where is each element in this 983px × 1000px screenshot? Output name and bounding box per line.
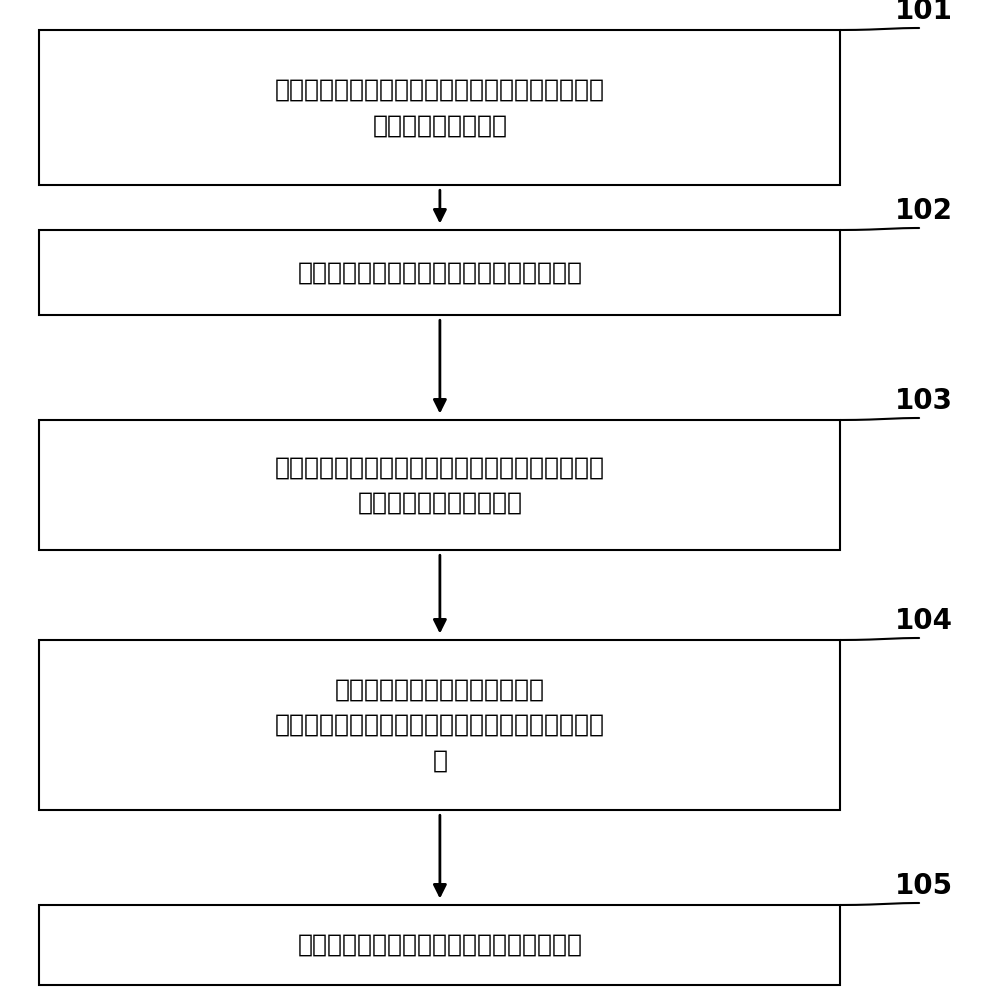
Text: 根据最佳阻尼器参数设置车辆应力带桥系统: 根据最佳阻尼器参数设置车辆应力带桥系统: [298, 933, 582, 957]
Bar: [39, 640, 840, 810]
Bar: [39, 30, 840, 185]
Text: 103: 103: [895, 387, 954, 415]
Text: 105: 105: [895, 872, 954, 900]
Bar: [39, 420, 840, 550]
Text: 104: 104: [895, 607, 954, 635]
Text: 针对车辆应力带桥系统，分别求解不受控状态和受
控状态下的动态响应: 针对车辆应力带桥系统，分别求解不受控状态和受 控状态下的动态响应: [275, 78, 605, 137]
Text: 利用阻尼器参数优化目标函数和
响应面模型，优化阻尼器参数，确定最佳阻尼器参
数: 利用阻尼器参数优化目标函数和 响应面模型，优化阻尼器参数，确定最佳阻尼器参 数: [275, 678, 605, 772]
Text: 101: 101: [896, 0, 953, 25]
Bar: [39, 230, 840, 315]
Text: 102: 102: [895, 197, 954, 225]
Text: 根据不受控和受控状态下的动态响应的峰值，构建
阻尼器参数优化目标函数: 根据不受控和受控状态下的动态响应的峰值，构建 阻尼器参数优化目标函数: [275, 455, 605, 515]
Text: 建立基于涡流调谐质量阻尼器的响应面模型: 建立基于涡流调谐质量阻尼器的响应面模型: [298, 260, 582, 284]
Bar: [39, 905, 840, 985]
